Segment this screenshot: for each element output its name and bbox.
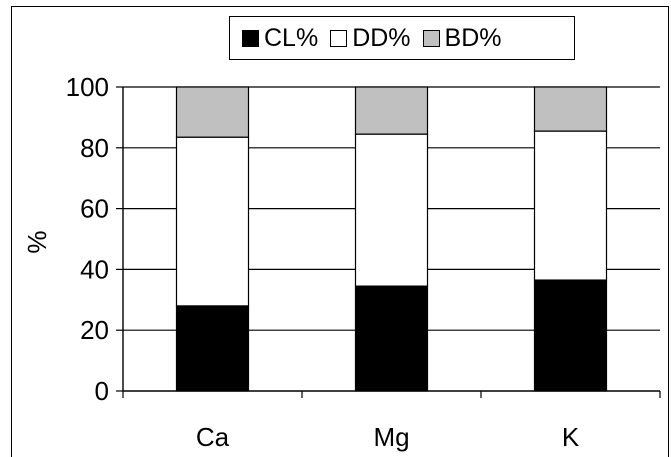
bars xyxy=(175,86,608,392)
chart-frame xyxy=(11,6,669,457)
bar-segment-k-bd xyxy=(533,86,608,132)
legend: CL% DD% BD% xyxy=(229,16,575,60)
bar-segment-mg-cl xyxy=(354,285,429,392)
y-tick-label: 20 xyxy=(80,315,109,345)
y-tick-label: 0 xyxy=(95,376,109,406)
y-tick-label: 80 xyxy=(80,133,109,163)
axes: 0 20 40 60 80 100 Ca Mg K xyxy=(66,72,661,452)
bar-segment-mg-dd xyxy=(354,133,429,287)
y-tick-label: 40 xyxy=(80,254,109,284)
bar-segment-mg-bd xyxy=(354,86,429,135)
legend-label-bd: BD% xyxy=(444,23,502,52)
x-tick-label: Ca xyxy=(196,422,230,452)
legend-swatch-dd xyxy=(330,29,348,47)
legend-swatch-bd xyxy=(422,29,440,47)
y-tick-label: 60 xyxy=(80,194,109,224)
bar-segment-k-dd xyxy=(533,130,608,281)
y-tick-label: 100 xyxy=(66,72,109,102)
x-tick-label: K xyxy=(562,422,580,452)
legend-label-dd: DD% xyxy=(352,23,411,52)
bar-segment-ca-bd xyxy=(175,86,250,138)
legend-item-cl: CL% xyxy=(242,24,318,53)
x-tick-label: Mg xyxy=(373,422,409,452)
bar-segment-ca-cl xyxy=(175,305,250,392)
legend-swatch-cl xyxy=(242,29,259,47)
legend-item-bd: BD% xyxy=(422,23,502,53)
bar-segment-k-cl xyxy=(533,279,608,392)
bar-segment-ca-dd xyxy=(175,136,250,307)
y-axis-label: % xyxy=(22,230,52,253)
legend-label-cl: CL% xyxy=(264,23,319,52)
legend-item-dd: DD% xyxy=(330,23,411,53)
